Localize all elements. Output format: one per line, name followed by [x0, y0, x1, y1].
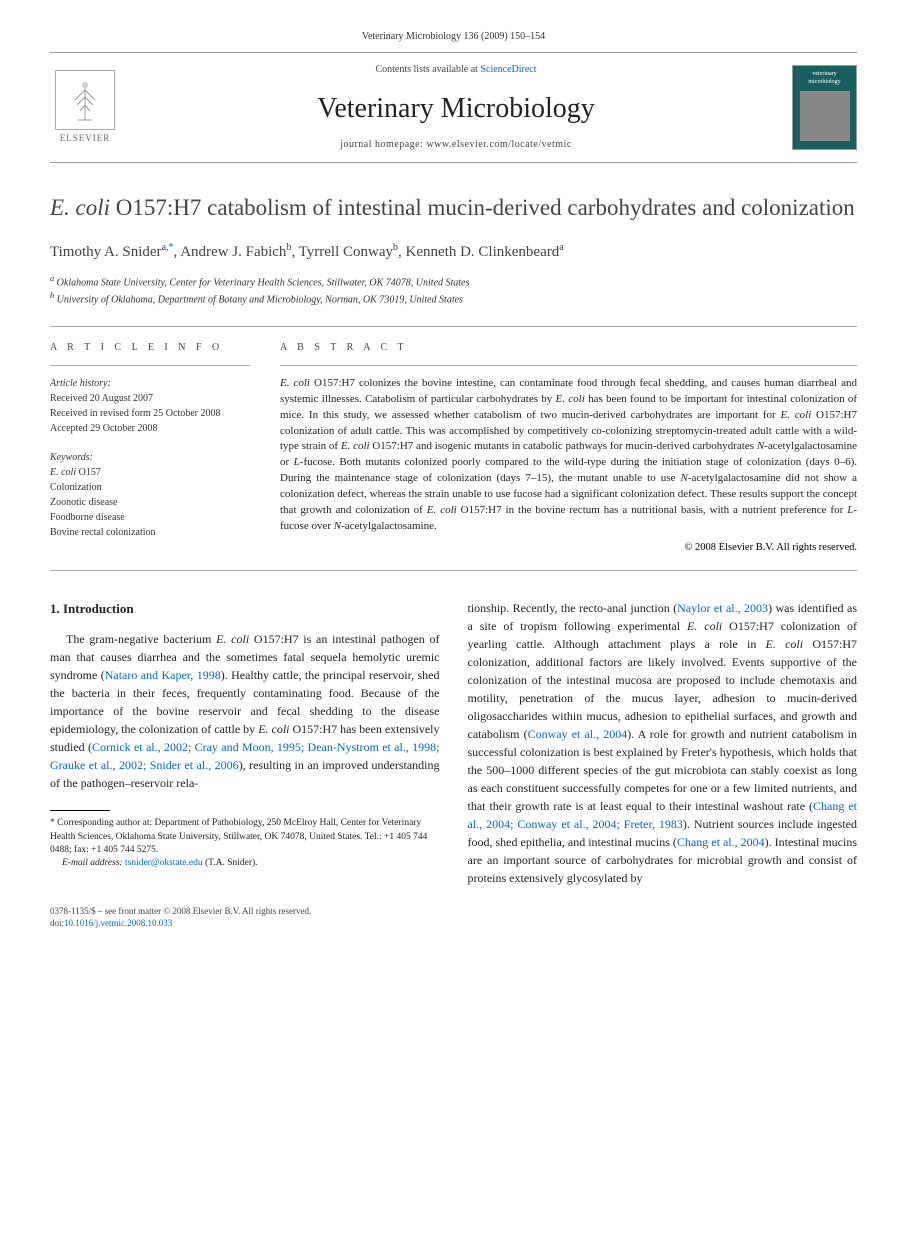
abstract-column: A B S T R A C T E. coli O157:H7 colonize… [280, 341, 857, 556]
author-affiliation-marker: a [559, 242, 563, 253]
keyword: Zoonotic disease [50, 495, 250, 510]
footnote-rule [50, 810, 110, 811]
elsevier-logo: ELSEVIER [50, 68, 120, 148]
affiliations: a Oklahoma State University, Center for … [50, 273, 857, 308]
article-title: E. coli O157:H7 catabolism of intestinal… [50, 193, 857, 223]
author: Tyrrell Conwayb [299, 244, 398, 260]
cover-small-text: veterinary microbiology [797, 70, 852, 87]
doi-prefix: doi: [50, 918, 64, 928]
history-line: Accepted 29 October 2008 [50, 421, 250, 436]
corresponding-author-footnote: * Corresponding author at: Department of… [50, 817, 440, 857]
journal-cover-thumbnail: veterinary microbiology [792, 65, 857, 150]
cover-image-placeholder [800, 91, 850, 141]
keyword: Foodborne disease [50, 510, 250, 525]
meta-abstract-row: A R T I C L E I N F O Article history: R… [50, 326, 857, 571]
journal-homepage: journal homepage: www.elsevier.com/locat… [135, 138, 777, 152]
keyword: Colonization [50, 480, 250, 495]
article-info-heading: A R T I C L E I N F O [50, 341, 250, 355]
author: Timothy A. Snidera,* [50, 244, 174, 260]
citation-link[interactable]: Chang et al., 2004; Conway et al., 2004;… [468, 799, 858, 831]
sciencedirect-link[interactable]: ScienceDirect [480, 64, 536, 75]
citation-link[interactable]: Cornick et al., 2002; Cray and Moon, 199… [50, 740, 440, 772]
history-title: Article history: [50, 376, 250, 391]
doi-line: doi:10.1016/j.vetmic.2008.10.033 [50, 917, 857, 930]
page-footer: 0378-1135/$ – see front matter © 2008 El… [50, 905, 857, 930]
article-info-column: A R T I C L E I N F O Article history: R… [50, 341, 250, 556]
email-footnote: E-mail address: tsnider@okstate.edu (T.A… [50, 857, 440, 870]
keyword: Bovine rectal colonization [50, 525, 250, 540]
citation-link[interactable]: Naylor et al., 2003 [677, 601, 768, 615]
keywords-block: Keywords: E. coli O157ColonizationZoonot… [50, 450, 250, 540]
masthead-center: Contents lists available at ScienceDirec… [135, 63, 777, 152]
email-name: (T.A. Snider). [203, 858, 258, 868]
keyword: E. coli O157 [50, 465, 250, 480]
author-affiliation-marker: a, [162, 242, 169, 253]
doi-link[interactable]: 10.1016/j.vetmic.2008.10.033 [64, 918, 172, 928]
author: Andrew J. Fabichb [180, 244, 291, 260]
corresponding-marker: * [169, 242, 174, 253]
elsevier-tree-icon [55, 70, 115, 130]
history-line: Received in revised form 25 October 2008 [50, 406, 250, 421]
section-heading: 1. Introduction [50, 599, 440, 619]
body-column-right: tionship. Recently, the recto-anal junct… [468, 599, 858, 887]
title-italic-species: E. coli [50, 195, 110, 220]
elsevier-label: ELSEVIER [60, 132, 111, 145]
author: Kenneth D. Clinkenbearda [406, 244, 564, 260]
running-header: Veterinary Microbiology 136 (2009) 150–1… [50, 30, 857, 44]
abstract-text: E. coli O157:H7 colonizes the bovine int… [280, 376, 857, 535]
email-link[interactable]: tsnider@okstate.edu [125, 858, 203, 868]
author-affiliation-marker: b [286, 242, 291, 253]
article-history-block: Article history: Received 20 August 2007… [50, 376, 250, 436]
citation-link[interactable]: Chang et al., 2004 [677, 835, 765, 849]
journal-name: Veterinary Microbiology [135, 89, 777, 128]
affiliation-line: a Oklahoma State University, Center for … [50, 273, 857, 290]
journal-masthead: ELSEVIER Contents lists available at Sci… [50, 52, 857, 163]
history-line: Received 20 August 2007 [50, 391, 250, 406]
email-label: E-mail address: [62, 858, 123, 868]
body-paragraph: tionship. Recently, the recto-anal junct… [468, 599, 858, 887]
body-two-columns: 1. Introduction The gram-negative bacter… [50, 599, 857, 887]
body-paragraph: The gram-negative bacterium E. coli O157… [50, 630, 440, 792]
citation-link[interactable]: Nataro and Kaper, 1998 [105, 668, 221, 682]
homepage-prefix: journal homepage: [340, 139, 426, 150]
abstract-heading: A B S T R A C T [280, 341, 857, 355]
section-title: Introduction [63, 601, 134, 616]
contents-available-line: Contents lists available at ScienceDirec… [135, 63, 777, 77]
author-affiliation-marker: b [393, 242, 398, 253]
body-column-left: 1. Introduction The gram-negative bacter… [50, 599, 440, 887]
section-number: 1. [50, 601, 60, 616]
corr-asterisk-label: * Corresponding author at [50, 818, 149, 828]
citation-link[interactable]: Conway et al., 2004 [528, 727, 628, 741]
affiliation-line: b University of Oklahoma, Department of … [50, 290, 857, 307]
abstract-copyright: © 2008 Elsevier B.V. All rights reserved… [280, 541, 857, 556]
homepage-url[interactable]: www.elsevier.com/locate/vetmic [426, 139, 571, 150]
contents-prefix: Contents lists available at [375, 64, 480, 75]
title-rest: O157:H7 catabolism of intestinal mucin-d… [110, 195, 855, 220]
front-matter-line: 0378-1135/$ – see front matter © 2008 El… [50, 905, 857, 918]
author-list: Timothy A. Snidera,*, Andrew J. Fabichb,… [50, 241, 857, 263]
keywords-title: Keywords: [50, 450, 250, 465]
